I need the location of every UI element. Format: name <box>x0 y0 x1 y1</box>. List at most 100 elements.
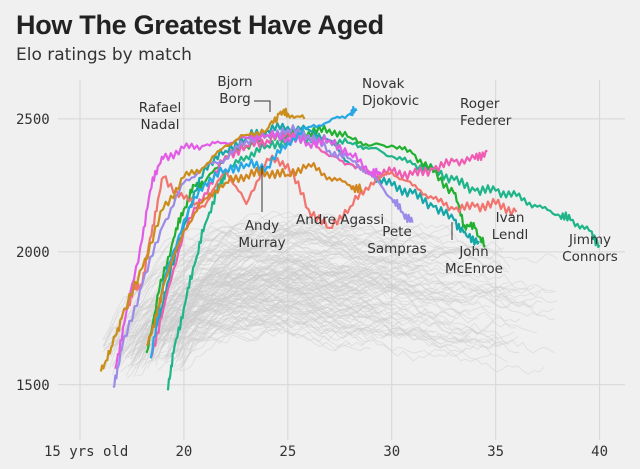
background-line <box>120 260 397 362</box>
background-line <box>131 295 403 368</box>
background-line <box>131 210 466 355</box>
annotation-label: Sampras <box>367 241 426 257</box>
background-line <box>107 220 342 338</box>
tick-labels: 15 yrs old 20 25 30 35 40 1500 2000 2500 <box>16 112 608 460</box>
background-line <box>116 266 492 352</box>
x-tick-label: 30 <box>383 444 400 460</box>
background-line <box>115 229 376 346</box>
grid-lines <box>58 80 625 440</box>
background-line <box>161 233 474 346</box>
x-tick-label: 25 <box>279 444 296 460</box>
background-line <box>122 211 504 339</box>
background-line <box>174 289 373 346</box>
series-line <box>124 154 518 311</box>
x-tick-label: 15 yrs old <box>44 444 128 460</box>
background-line <box>161 236 402 337</box>
background-line <box>174 231 456 342</box>
background-line <box>130 281 334 366</box>
background-line <box>108 273 328 370</box>
background-line <box>122 293 435 353</box>
series-line <box>155 122 481 327</box>
background-line <box>112 273 239 349</box>
background-line <box>179 283 367 362</box>
background-line <box>180 266 374 348</box>
background-line <box>169 320 555 354</box>
series-line <box>99 107 306 372</box>
annotation-leader <box>254 100 271 112</box>
background-line <box>163 286 331 363</box>
background-line <box>104 278 355 370</box>
background-line <box>153 262 451 362</box>
background-line <box>160 300 322 354</box>
background-line <box>137 297 331 370</box>
background-line <box>148 220 306 353</box>
background-line <box>174 304 502 372</box>
annotation-label: Federer <box>460 113 512 129</box>
background-line <box>109 268 521 347</box>
annotation-label: John <box>458 244 488 260</box>
background-line <box>133 273 358 359</box>
background-line <box>131 254 429 360</box>
background-line <box>159 273 555 336</box>
background-line <box>111 282 456 376</box>
background-line <box>119 224 261 349</box>
background-line <box>102 245 390 340</box>
background-line <box>138 251 420 342</box>
background-line <box>176 214 453 347</box>
series-lines <box>99 105 601 391</box>
chart-subtitle: Elo ratings by match <box>16 45 192 65</box>
annotation-label: Connors <box>562 249 618 265</box>
background-line <box>154 271 411 362</box>
background-line <box>147 254 315 340</box>
annotation-label: Jimmy <box>568 232 611 248</box>
y-tick-label: 2000 <box>16 245 50 261</box>
background-line <box>158 310 347 360</box>
y-tick-label: 1500 <box>16 378 50 394</box>
background-line <box>179 284 471 371</box>
annotation-label: Nadal <box>141 117 180 133</box>
background-line <box>175 227 390 358</box>
series-line <box>145 124 486 354</box>
background-line <box>157 302 304 371</box>
background-line <box>122 226 347 345</box>
background-line <box>151 269 350 349</box>
background-line <box>154 258 353 350</box>
background-line <box>155 285 386 345</box>
background-line <box>126 237 367 350</box>
annotation-label: Borg <box>219 91 250 107</box>
annotation-label: Andy <box>245 218 279 234</box>
x-tick-label: 35 <box>487 444 504 460</box>
background-line <box>180 317 545 375</box>
background-line <box>121 302 408 350</box>
background-line <box>141 225 480 333</box>
annotation-label: Pete <box>382 224 412 240</box>
background-line <box>102 280 494 340</box>
background-line <box>154 227 363 334</box>
background-line <box>138 219 472 361</box>
background-line <box>180 257 535 358</box>
background-line <box>174 264 415 355</box>
annotation-label: Bjorn <box>217 74 252 90</box>
annotation-label: Ivan <box>496 210 525 226</box>
background-line <box>126 303 257 379</box>
background-line <box>144 251 390 332</box>
background-line <box>172 222 407 341</box>
background-line <box>131 233 397 349</box>
background-line <box>122 245 253 342</box>
background-line <box>180 251 468 344</box>
background-line <box>147 266 554 369</box>
x-tick-label: 20 <box>175 444 192 460</box>
background-line <box>183 274 543 366</box>
background-line <box>173 273 346 371</box>
background-line <box>136 320 351 352</box>
background-line <box>129 285 369 354</box>
background-line <box>134 298 292 369</box>
background-line <box>127 314 492 362</box>
background-line <box>138 279 280 357</box>
background-line <box>169 314 363 367</box>
background-line <box>102 292 515 348</box>
background-line <box>176 303 520 368</box>
background-line <box>160 270 453 350</box>
background-line <box>136 327 371 377</box>
